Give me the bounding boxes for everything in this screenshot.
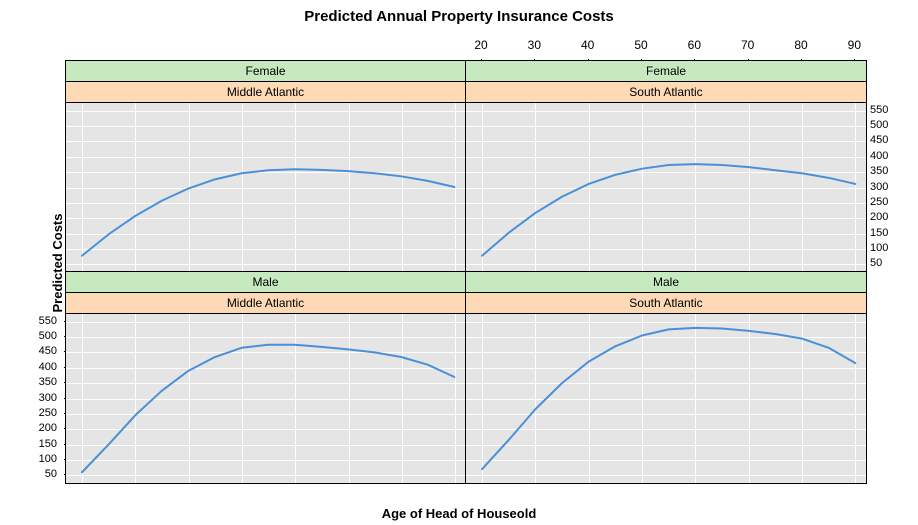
y-tick-left: 300 — [23, 392, 57, 404]
y-axis-left: 50 100 150 200 250 300 350 400 450 500 550 — [23, 60, 63, 482]
y-tick-left: 550 — [23, 315, 57, 327]
gender-strip: Male — [66, 272, 465, 293]
y-tick-right: 400 — [870, 150, 904, 162]
series-line — [66, 314, 465, 483]
panel: MaleSouth Atlantic — [466, 272, 866, 483]
y-tick-right: 150 — [870, 227, 904, 239]
x-tick-top: 60 — [688, 38, 701, 52]
y-tick-right: 50 — [870, 257, 904, 269]
region-strip: Middle Atlantic — [66, 293, 465, 314]
x-tick-top: 70 — [741, 38, 754, 52]
plot-area — [466, 314, 866, 483]
y-tick-left: 350 — [23, 376, 57, 388]
series-line — [466, 314, 866, 483]
y-tick-right: 350 — [870, 165, 904, 177]
panel-grid: FemaleMiddle AtlanticFemaleSouth Atlanti… — [65, 60, 867, 484]
x-axis-top: 20 30 40 50 60 70 80 90 — [65, 38, 865, 58]
x-tick-top: 90 — [848, 38, 861, 52]
chart-title: Predicted Annual Property Insurance Cost… — [0, 0, 918, 29]
gender-strip: Female — [66, 61, 465, 82]
region-strip: South Atlantic — [466, 293, 866, 314]
panel-grid-wrap: 2030405060708090 2030405060708090 501001… — [65, 30, 890, 508]
y-tick-right: 300 — [870, 181, 904, 193]
x-tick-top: 40 — [581, 38, 594, 52]
plot-area — [66, 103, 465, 271]
series-line — [66, 103, 465, 271]
y-axis-right: 50 100 150 200 250 300 350 400 450 500 550 — [870, 60, 910, 482]
y-tick-left: 500 — [23, 330, 57, 342]
gender-strip: Female — [466, 61, 866, 82]
plot-area — [466, 103, 866, 271]
y-tick-right: 550 — [870, 104, 904, 116]
y-tick-right: 450 — [870, 134, 904, 146]
x-tick-top: 80 — [794, 38, 807, 52]
panel: FemaleMiddle Atlantic — [66, 61, 466, 272]
y-tick-left: 450 — [23, 345, 57, 357]
y-tick-right: 500 — [870, 119, 904, 131]
gender-strip: Male — [466, 272, 866, 293]
x-axis-label: Age of Head of Houseold — [382, 506, 537, 521]
panel: MaleMiddle Atlantic — [66, 272, 466, 483]
y-tick-left: 150 — [23, 438, 57, 450]
region-strip: Middle Atlantic — [66, 82, 465, 103]
y-tick-left: 400 — [23, 361, 57, 373]
y-tick-left: 100 — [23, 453, 57, 465]
y-tick-left: 200 — [23, 422, 57, 434]
x-tick-top: 30 — [528, 38, 541, 52]
y-tick-right: 100 — [870, 242, 904, 254]
chart-container: Predicted Annual Property Insurance Cost… — [0, 0, 918, 525]
series-line — [466, 103, 866, 271]
y-tick-left: 250 — [23, 407, 57, 419]
region-strip: South Atlantic — [466, 82, 866, 103]
y-tick-left: 50 — [23, 468, 57, 480]
x-tick-top: 50 — [634, 38, 647, 52]
y-tick-right: 200 — [870, 211, 904, 223]
panel: FemaleSouth Atlantic — [466, 61, 866, 272]
plot-area — [66, 314, 465, 483]
y-tick-right: 250 — [870, 196, 904, 208]
x-tick-top: 20 — [474, 38, 487, 52]
